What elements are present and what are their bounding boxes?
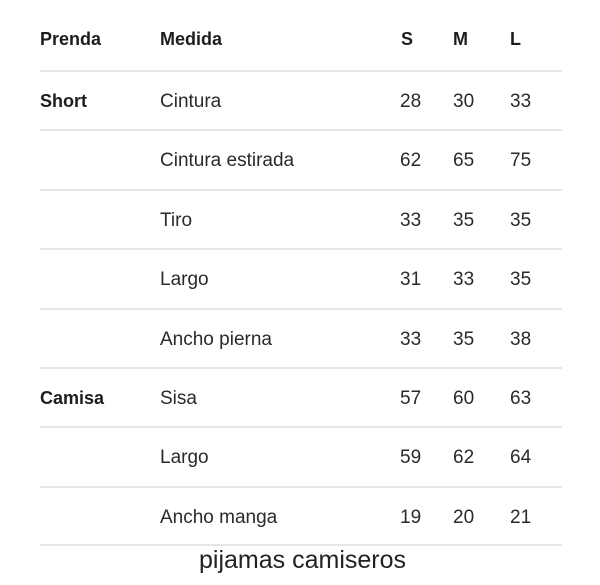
cell-s: 33 <box>400 209 422 231</box>
cell-l: 21 <box>510 506 532 528</box>
cell-m: 65 <box>453 150 475 172</box>
cell-s: 19 <box>400 506 422 528</box>
header-m: M <box>453 29 468 49</box>
cell-medida: Largo <box>160 447 209 469</box>
cell-medida: Cintura <box>160 91 222 112</box>
cell-s: 28 <box>400 91 422 112</box>
header-l: L <box>510 29 521 49</box>
cell-medida: Cintura estirada <box>160 150 295 172</box>
table-row: Tiro 33 35 35 <box>40 188 562 250</box>
table-row: Cintura estirada 62 65 75 <box>40 129 562 190</box>
table-row: Ancho pierna 33 35 38 <box>40 307 562 369</box>
cell-s: 31 <box>400 269 422 291</box>
cell-prenda: Camisa <box>40 388 105 408</box>
caption: pijamas camiseros <box>199 546 407 574</box>
cell-medida: Tiro <box>160 209 193 231</box>
table-row: Camisa Sisa 57 60 63 <box>40 367 562 428</box>
cell-s: 33 <box>400 328 422 350</box>
header-s: S <box>401 29 414 49</box>
cell-m: 62 <box>453 447 475 469</box>
cell-l: 35 <box>510 209 532 231</box>
cell-m: 60 <box>453 388 475 409</box>
cell-l: 64 <box>510 447 532 469</box>
cell-m: 33 <box>453 269 475 291</box>
cell-m: 35 <box>453 328 475 350</box>
cell-l: 35 <box>510 269 532 291</box>
cell-l: 63 <box>510 388 532 409</box>
cell-m: 30 <box>453 91 475 112</box>
header-prenda: Prenda <box>40 29 102 49</box>
cell-m: 35 <box>453 209 475 231</box>
cell-medida: Ancho pierna <box>160 328 272 350</box>
cell-l: 38 <box>510 328 532 350</box>
table-row: Largo 59 62 64 <box>40 426 562 487</box>
cell-s: 59 <box>400 447 422 469</box>
cell-prenda: Short <box>40 91 87 111</box>
cell-m: 20 <box>453 506 475 528</box>
table-row: Short Cintura 28 30 33 <box>40 70 562 131</box>
cell-medida: Sisa <box>160 388 197 409</box>
cell-l: 33 <box>510 91 532 112</box>
header-medida: Medida <box>160 29 223 49</box>
cell-medida: Ancho manga <box>160 506 278 528</box>
cell-l: 75 <box>510 150 532 172</box>
cell-s: 57 <box>400 388 422 409</box>
table-row: Ancho manga 19 20 21 <box>40 485 562 547</box>
cell-medida: Largo <box>160 269 209 291</box>
table-bottom-divider <box>40 544 562 546</box>
cell-s: 62 <box>400 150 422 172</box>
table-row: Largo 31 33 35 <box>40 248 562 309</box>
